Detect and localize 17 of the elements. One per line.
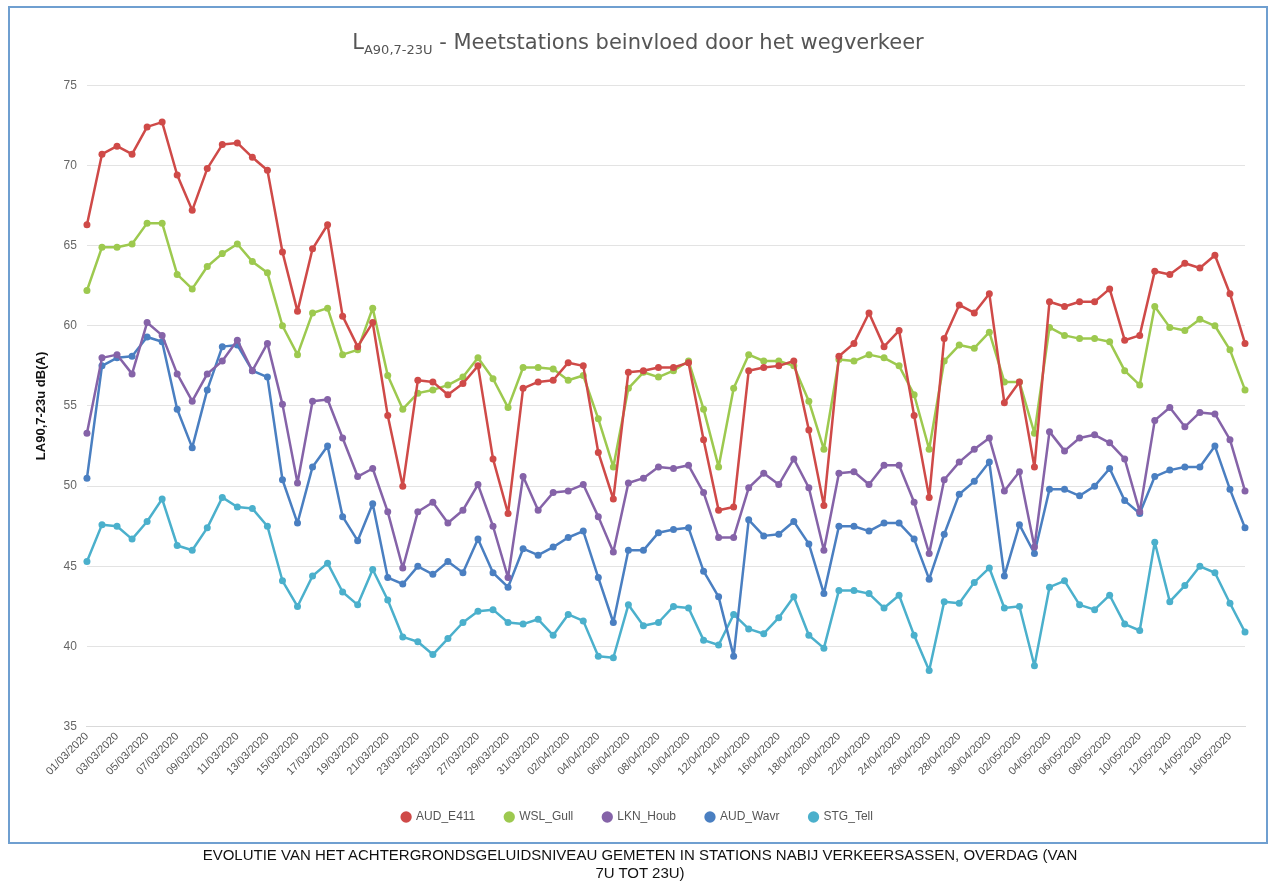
legend-label: AUD_Wavr [719, 809, 780, 824]
legend-label: LKN_Houb [617, 809, 677, 824]
y-tick-label: 75 [63, 77, 78, 92]
legend-label: WSL_Gull [519, 809, 574, 824]
y-tick-label: 60 [63, 318, 78, 333]
text: EVOLUTIE VAN HET ACHTERGRONDSGELUIDSNIVEAU GEMETEN IN STATIONS NABIJ VERKEERSASSEN, OVERDAG (VAN 7U TOT 23U) [201, 846, 1079, 882]
y-tick-label: 55 [63, 398, 78, 413]
chart-title: L$_{A90,7-23U}$ - Meetstations beinvloed door het wegverkeer [351, 30, 925, 58]
legend-label: AUD_E411 [416, 809, 476, 824]
legend-label: STG_Tell [823, 809, 873, 824]
y-tick-label: 70 [63, 157, 78, 172]
y-tick-label: 50 [63, 478, 78, 493]
y-tick-label: 45 [63, 558, 78, 573]
y-tick-label: 65 [63, 237, 78, 252]
y-axis-title: LA90,7-23u dB(A) [33, 351, 49, 461]
y-tick-label: 35 [63, 719, 78, 734]
y-tick-label: 40 [63, 638, 78, 653]
